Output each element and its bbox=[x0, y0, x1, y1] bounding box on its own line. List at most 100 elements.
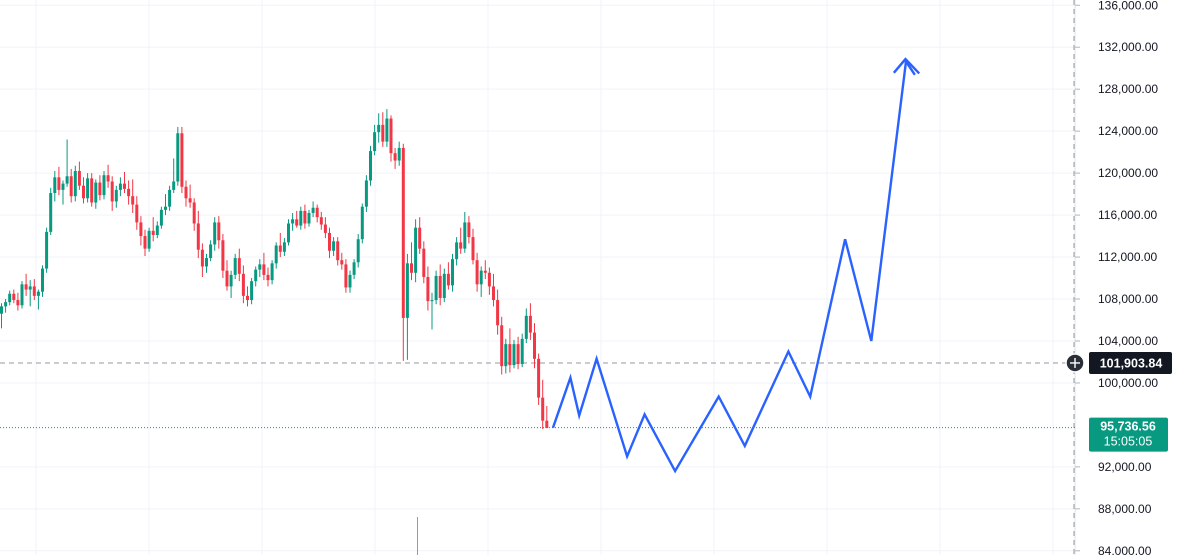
candle bbox=[159, 206, 163, 229]
candle-body bbox=[77, 171, 81, 186]
candle bbox=[328, 227, 331, 259]
candle bbox=[28, 280, 32, 307]
candle bbox=[496, 289, 500, 335]
candle-body bbox=[184, 186, 188, 199]
candle-body bbox=[246, 295, 249, 301]
candle bbox=[53, 171, 57, 202]
candle bbox=[73, 165, 77, 202]
candle-body bbox=[451, 259, 454, 286]
candle bbox=[8, 290, 12, 306]
candle bbox=[188, 184, 192, 208]
candle bbox=[348, 270, 352, 293]
candle bbox=[266, 267, 270, 287]
candle-body bbox=[172, 181, 176, 190]
candle-body bbox=[528, 315, 532, 333]
candle-body bbox=[483, 270, 487, 273]
candle-body bbox=[410, 263, 413, 273]
projection-drawing[interactable] bbox=[551, 57, 921, 474]
candle bbox=[537, 353, 541, 405]
candle bbox=[369, 145, 372, 186]
candle bbox=[180, 126, 184, 194]
candle-body bbox=[393, 153, 397, 161]
candle-body bbox=[377, 124, 381, 133]
candle bbox=[340, 252, 344, 270]
candle-body bbox=[496, 300, 500, 326]
candle-body bbox=[418, 227, 422, 249]
add-alert-button[interactable] bbox=[1065, 353, 1085, 373]
candle bbox=[332, 237, 336, 256]
candle bbox=[533, 323, 536, 369]
candle-body bbox=[295, 219, 299, 226]
candles bbox=[0, 109, 549, 430]
last-price-tag-background bbox=[1089, 417, 1168, 452]
candle bbox=[4, 299, 8, 313]
candle-body bbox=[315, 207, 319, 218]
candle bbox=[475, 252, 479, 292]
candle bbox=[69, 168, 73, 203]
candle-body bbox=[57, 177, 61, 190]
candle bbox=[205, 253, 208, 273]
candle-body bbox=[438, 275, 442, 298]
candle-body bbox=[455, 242, 459, 260]
candle bbox=[471, 228, 475, 265]
candle-body bbox=[200, 249, 204, 267]
candle bbox=[516, 336, 520, 370]
candle-body bbox=[533, 332, 536, 359]
y-tick-label: 124,000.00 bbox=[1098, 124, 1158, 138]
candle bbox=[196, 210, 200, 259]
candle-body bbox=[102, 175, 106, 196]
candle-body bbox=[426, 276, 430, 302]
candle bbox=[311, 201, 315, 218]
candle-body bbox=[217, 222, 221, 241]
candle bbox=[541, 379, 545, 430]
candle bbox=[12, 289, 16, 304]
candle-body bbox=[49, 193, 53, 232]
candle-body bbox=[82, 185, 85, 199]
candle bbox=[483, 260, 487, 280]
candle bbox=[200, 243, 204, 277]
candle-body bbox=[61, 183, 65, 190]
candle bbox=[82, 177, 85, 204]
candle-body bbox=[389, 118, 393, 154]
crosshair-price-tag: 101,903.84 bbox=[1065, 351, 1172, 374]
candle-body bbox=[139, 222, 143, 237]
candle-body bbox=[332, 241, 336, 251]
candle-body bbox=[118, 183, 122, 190]
candle-body bbox=[340, 260, 344, 265]
candle-body bbox=[205, 258, 208, 267]
price-axis[interactable]: 136,000.00 132,000.00 128,000.00 124,000.00… bbox=[1075, 0, 1158, 555]
y-tick-label: 132,000.00 bbox=[1098, 40, 1158, 54]
candle bbox=[446, 262, 450, 290]
last-price-tag: 95,736.56 15:05:05 bbox=[1089, 417, 1168, 452]
candle bbox=[135, 196, 139, 230]
candle-body bbox=[344, 264, 348, 288]
candle bbox=[405, 253, 409, 360]
candle-body bbox=[180, 133, 184, 187]
candle bbox=[90, 173, 94, 207]
candle bbox=[356, 233, 360, 268]
candle bbox=[225, 260, 229, 291]
candle-body bbox=[541, 397, 545, 421]
candle bbox=[16, 292, 20, 311]
candle bbox=[364, 175, 368, 212]
candle-body bbox=[0, 306, 3, 314]
candle bbox=[217, 216, 221, 249]
candle bbox=[291, 212, 295, 231]
candle-body bbox=[229, 274, 233, 287]
candle bbox=[139, 216, 143, 246]
candle-body bbox=[65, 176, 69, 184]
candle-body bbox=[504, 344, 508, 367]
candle-body bbox=[69, 176, 73, 197]
candle-body bbox=[20, 284, 24, 306]
candle-body bbox=[266, 274, 270, 281]
candle bbox=[274, 242, 278, 269]
candle bbox=[65, 139, 69, 187]
candle-body bbox=[434, 275, 438, 301]
candle bbox=[360, 203, 364, 244]
y-tick-label: 136,000.00 bbox=[1098, 0, 1158, 12]
projection-zigzag-line[interactable] bbox=[551, 57, 921, 474]
candle bbox=[504, 338, 508, 374]
candle bbox=[455, 237, 459, 266]
candle bbox=[459, 227, 463, 254]
